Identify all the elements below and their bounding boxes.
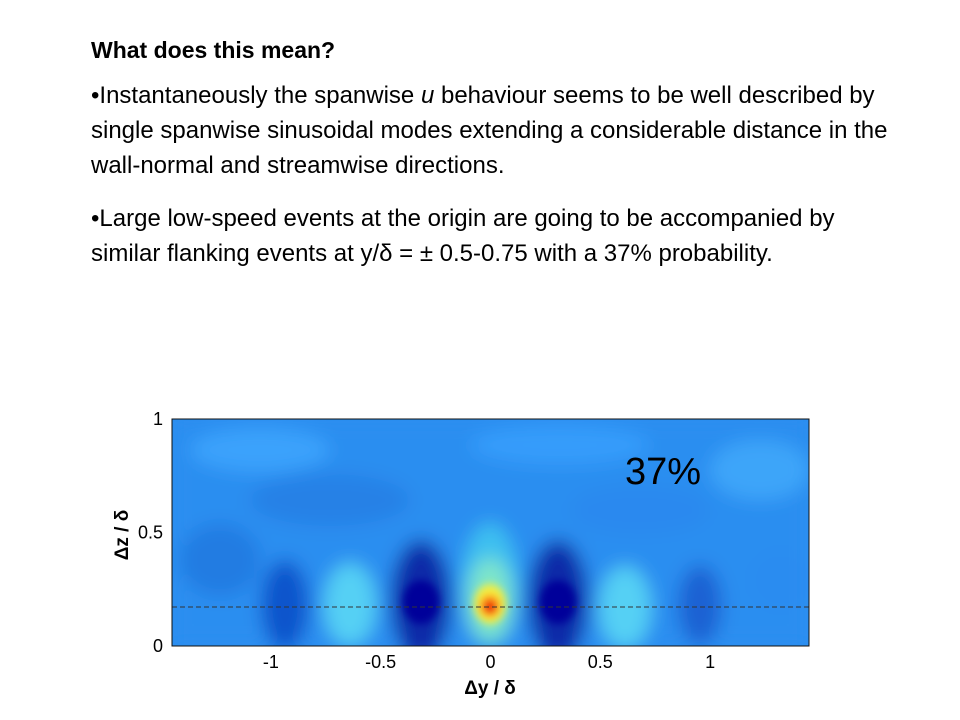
plot-frame: [171, 418, 810, 647]
y-axis-label: Δz / δ: [112, 510, 133, 561]
x-axis-label: Δy / δ: [464, 678, 516, 699]
slide-heading: What does this mean?: [91, 37, 336, 63]
x-tick-label: 0: [485, 652, 495, 672]
y-axis-ticks: 00.51: [138, 409, 163, 656]
percent-annotation: 37%: [625, 451, 701, 493]
bullet-1-text: •Instantaneously the spanwise: [91, 82, 421, 109]
heatmap-field: [172, 419, 809, 646]
x-tick-label: -1: [263, 652, 279, 672]
bullet-1-text-end: behaviour seems to be well described by …: [91, 82, 888, 179]
slide-text: What does this mean? •Instantaneously th…: [91, 36, 891, 289]
x-tick-label: 0.5: [588, 652, 613, 672]
bullet-1-italic-u: u: [420, 82, 435, 109]
y-tick-label: 1: [153, 409, 163, 429]
x-tick-label: 1: [705, 652, 715, 672]
bullet-point-1: •Instantaneously the spanwise u behaviou…: [91, 78, 891, 183]
y-tick-label: 0: [153, 636, 163, 656]
bullet-point-2: •Large low-speed events at the origin ar…: [91, 205, 835, 267]
y-tick-label: 0.5: [138, 523, 163, 543]
x-axis-ticks: -1 -0.5 0 0.5 1: [263, 652, 715, 672]
x-tick-label: -0.5: [365, 652, 396, 672]
